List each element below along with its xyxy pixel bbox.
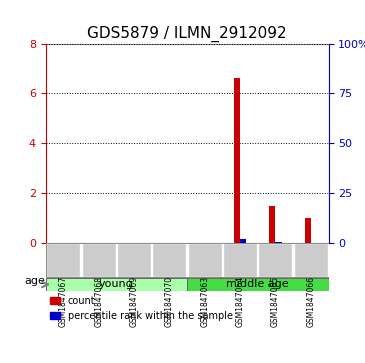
Legend: count, percentile rank within the sample: count, percentile rank within the sample	[50, 296, 233, 321]
FancyBboxPatch shape	[187, 278, 328, 291]
FancyBboxPatch shape	[82, 243, 116, 277]
Bar	[276, 242, 282, 243]
Text: middle age: middle age	[226, 280, 289, 289]
Bar	[269, 206, 276, 243]
Bar	[240, 239, 246, 243]
Text: GSM1847070: GSM1847070	[165, 276, 174, 327]
Text: age: age	[25, 276, 46, 286]
FancyBboxPatch shape	[117, 243, 151, 277]
Bar	[234, 78, 240, 243]
Text: GSM1847063: GSM1847063	[200, 276, 209, 327]
Text: GSM1847065: GSM1847065	[271, 276, 280, 327]
FancyBboxPatch shape	[153, 243, 187, 277]
FancyBboxPatch shape	[46, 278, 187, 291]
FancyBboxPatch shape	[188, 243, 222, 277]
Bar	[311, 242, 317, 243]
Text: GSM1847067: GSM1847067	[59, 276, 68, 327]
Text: young: young	[99, 280, 134, 289]
Text: GSM1847066: GSM1847066	[306, 276, 315, 327]
Title: GDS5879 / ILMN_2912092: GDS5879 / ILMN_2912092	[87, 26, 287, 42]
FancyBboxPatch shape	[223, 243, 257, 277]
FancyBboxPatch shape	[46, 243, 80, 277]
FancyBboxPatch shape	[258, 243, 292, 277]
FancyBboxPatch shape	[294, 243, 328, 277]
Bar	[305, 218, 311, 243]
Text: GSM1847064: GSM1847064	[235, 276, 245, 327]
Text: GSM1847069: GSM1847069	[130, 276, 139, 327]
Text: GSM1847068: GSM1847068	[94, 276, 103, 327]
